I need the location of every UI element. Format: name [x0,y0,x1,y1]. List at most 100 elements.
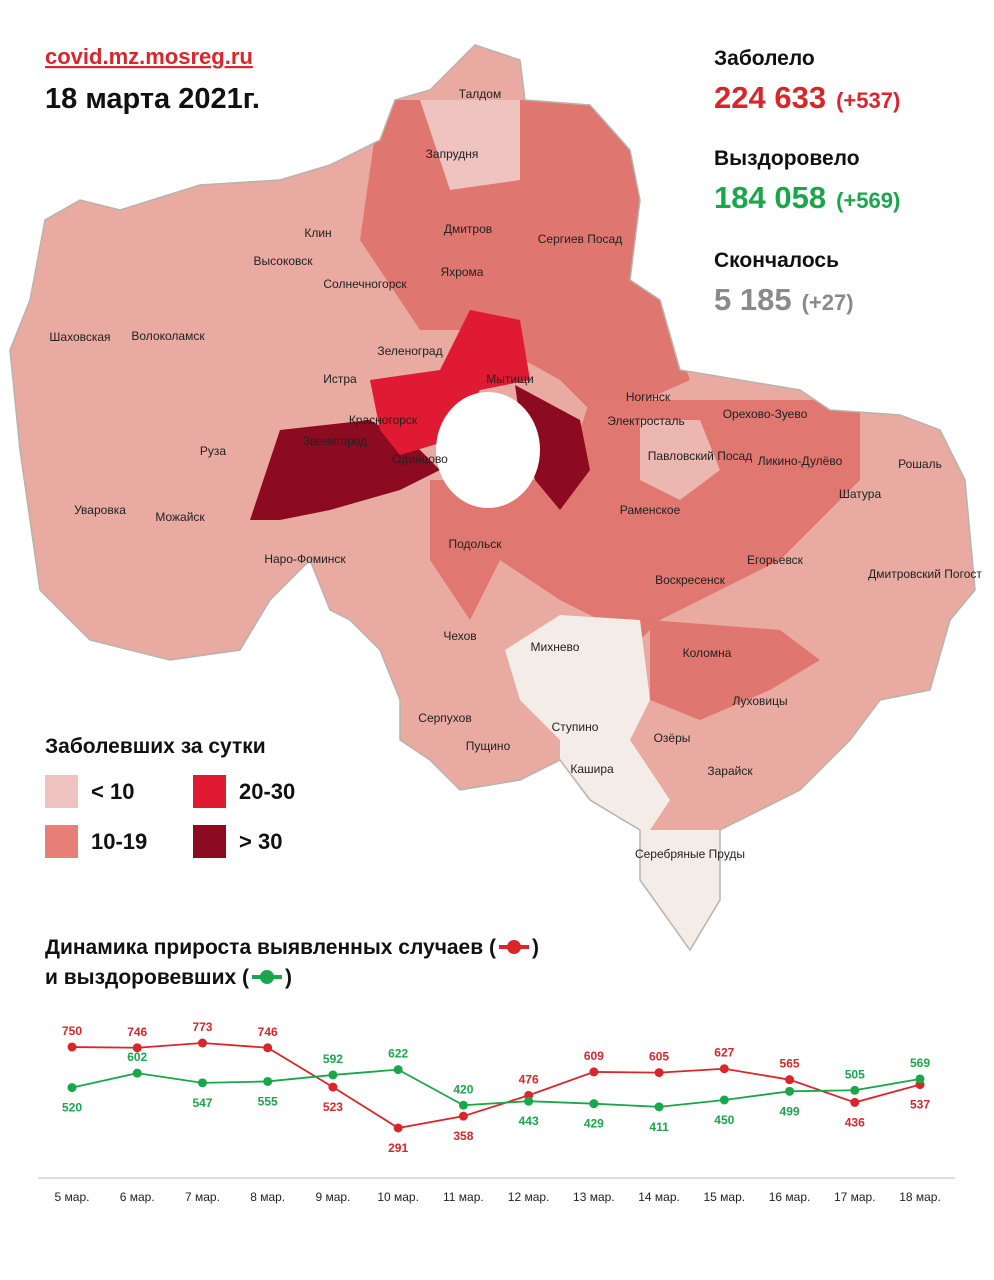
x-tick-label: 10 мар. [377,1190,419,1204]
x-tick-label: 18 мар. [899,1190,941,1204]
town-label: Ликино-Дулёво [758,454,843,468]
data-label: 547 [192,1096,212,1110]
data-label: 569 [910,1056,930,1070]
town-label: Серебряные Пруды [635,847,745,861]
point [524,1096,534,1106]
town-label: Чехов [443,629,476,643]
town-label: Зеленоград [377,344,442,358]
data-label: 443 [519,1114,539,1128]
town-label: Уваровка [74,503,126,517]
town-label: Электросталь [607,414,684,428]
town-label: Коломна [683,646,732,660]
region-south-moscow [430,480,660,640]
data-label: 609 [584,1049,604,1063]
data-label: 476 [519,1072,539,1086]
x-tick-label: 14 мар. [638,1190,680,1204]
x-tick-label: 16 мар. [769,1190,811,1204]
point [197,1038,207,1048]
data-label: 450 [714,1113,734,1127]
x-tick-label: 6 мар. [120,1190,155,1204]
data-label: 750 [62,1024,82,1038]
stat-value: 5 185 [714,282,792,317]
town-label: Серпухов [418,711,471,725]
data-label: 627 [714,1046,734,1060]
date: 18 марта 2021г. [45,83,260,115]
town-label: Красногорск [349,413,418,427]
town-label: Егорьевск [747,553,804,567]
data-label: 605 [649,1050,669,1064]
series-line [71,1068,921,1108]
point [393,1123,403,1133]
region-balashikha [515,385,590,510]
data-label: 411 [649,1120,669,1134]
point [67,1042,77,1052]
point [589,1099,599,1109]
town-label: Рошаль [898,457,942,471]
town-label: Павловский Посад [648,449,752,463]
point [132,1043,142,1053]
point [589,1067,599,1077]
legend-label: < 10 [91,779,134,804]
site-link: covid.mz.mosreg.ru [45,44,253,69]
town-label: Луховицы [732,694,787,708]
town-label: Волоколамск [131,329,205,343]
point [850,1097,860,1107]
x-tick-label: 17 мар. [834,1190,876,1204]
town-label: Шаховская [49,330,110,344]
town-label: Высоковск [254,254,314,268]
stat-delta: (+537) [836,88,900,113]
data-label: 565 [780,1057,800,1071]
town-label: Дмитров [444,222,492,236]
x-tick-label: 9 мар. [315,1190,350,1204]
data-label: 436 [845,1115,865,1129]
town-label: Кашира [570,762,614,776]
data-label: 523 [323,1100,343,1114]
region-kolomna [650,620,820,720]
town-label: Шатура [839,487,882,501]
stat-delta: (+27) [802,290,854,315]
point [393,1065,403,1075]
chart-title: Динамика прироста выявленных случаев ( [45,936,496,959]
data-label: 429 [584,1117,604,1131]
town-label: Талдом [459,87,501,101]
town-label: Подольск [449,537,503,551]
x-tick-label: 5 мар. [55,1190,90,1204]
legend-swatch [193,775,226,808]
data-label: 505 [845,1067,865,1081]
stats: Заболело 224 633 (+537) Выздоровело 184 058 (… [714,47,900,317]
town-label: Яхрома [441,265,484,279]
point [328,1070,338,1080]
point [654,1068,664,1078]
point [785,1086,795,1096]
region-krasnogorsk [370,310,530,455]
town-label: Руза [200,444,227,458]
point [197,1078,207,1088]
town-label: Зарайск [707,764,753,778]
legend-label: 10-19 [91,829,147,854]
series-line [71,1042,921,1129]
legend-label: > 30 [239,829,282,854]
region-north [360,100,690,420]
legend-dot-icon [259,970,274,984]
data-label: 358 [453,1129,473,1143]
town-label: Ногинск [626,390,671,404]
data-label: 602 [127,1050,147,1064]
x-tick-label: 7 мар. [185,1190,220,1204]
stat-label: Заболело [714,47,815,70]
point [850,1085,860,1095]
region-south-light [505,615,720,950]
legend-swatch [193,825,226,858]
legend: < 10 10-19 20-30 > 30 [45,775,295,858]
data-label: 773 [192,1020,212,1034]
x-tick-label: 13 мар. [573,1190,615,1204]
legend-swatch [45,825,78,858]
stat-label: Скончалось [714,249,839,272]
stat-label: Выздоровело [714,147,860,170]
x-tick-label: 8 мар. [250,1190,285,1204]
town-label: Можайск [155,510,205,524]
town-label: Пущино [466,739,511,753]
point [132,1068,142,1078]
point [654,1102,664,1112]
data-label: 537 [910,1098,930,1112]
point [458,1100,468,1110]
